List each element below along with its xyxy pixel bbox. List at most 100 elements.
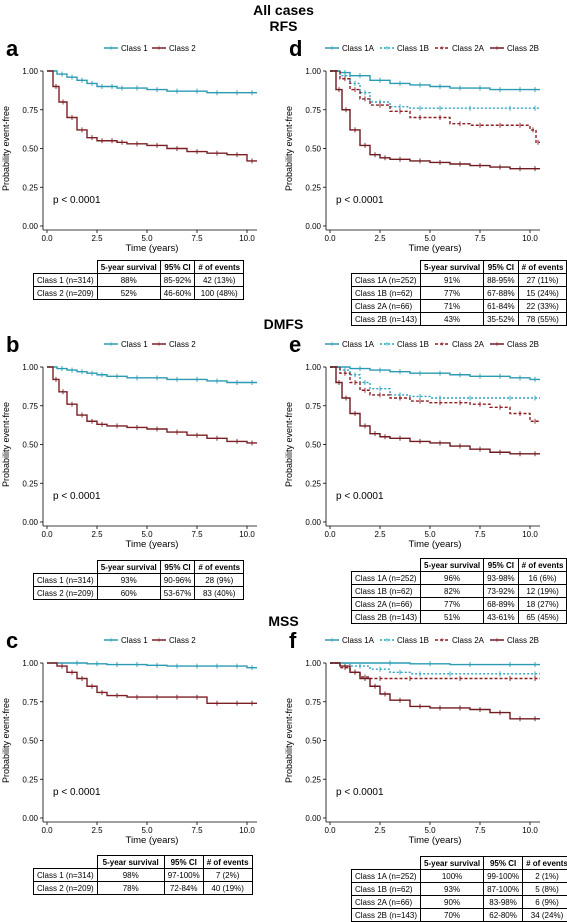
table-header: 5-year survival: [421, 261, 484, 274]
header-all-cases: All cases: [0, 2, 567, 18]
table-header: # of events: [523, 857, 567, 870]
legend-label: Class 1B: [397, 340, 429, 349]
table-header: 95% CI: [484, 261, 519, 274]
y-tick-label: 0.75: [305, 106, 321, 115]
table-cell: 78 (55%): [518, 313, 567, 326]
series-line-e-2: [330, 367, 540, 421]
y-tick-label: 0.75: [305, 698, 321, 707]
legend-label: Class 2B: [507, 636, 539, 645]
table-cell: Class 2A (n=66): [352, 598, 421, 611]
x-tick-label: 7.5: [191, 826, 203, 835]
series-line-f-3: [330, 663, 540, 719]
x-axis-label: Time (years): [409, 835, 462, 846]
y-tick-label: 0.75: [305, 402, 321, 411]
table-cell: 72-84%: [164, 882, 203, 895]
table-row: Class 1 (n=314)98%97-100%7 (2%): [34, 869, 253, 882]
table-row: Class 2B (n=143)70%62-80%34 (24%): [352, 909, 567, 922]
legend-item-d-2: + Class 2A: [435, 44, 485, 54]
y-tick-label: 1.00: [305, 67, 321, 76]
series-line-f-2: [330, 663, 540, 679]
table-cell: 68-89%: [484, 598, 519, 611]
svg-text:+: +: [330, 340, 335, 349]
table-cell: Class 1 (n=314): [34, 274, 98, 287]
table-cell: 5 (8%): [523, 883, 567, 896]
x-tick-label: 7.5: [191, 530, 203, 539]
legend-item-c-1: +Class 2: [152, 636, 196, 646]
table-cell: 87-100%: [484, 883, 523, 896]
table-cell: 62-80%: [484, 909, 523, 922]
legend-label: Class 1A: [342, 44, 375, 53]
x-axis-label: Time (years): [126, 539, 179, 550]
y-tick-label: 0.75: [22, 106, 38, 115]
table-cell: 35-52%: [484, 313, 519, 326]
table-cell: 16 (6%): [518, 572, 567, 585]
table-cell: Class 2B (n=143): [352, 313, 421, 326]
table-cell: Class 1B (n=62): [352, 883, 421, 896]
table-header: 95% CI: [164, 856, 203, 869]
svg-text:+: +: [495, 44, 500, 53]
svg-text:+: +: [495, 340, 500, 349]
table-cell: 73-92%: [484, 585, 519, 598]
table-header: # of events: [195, 261, 244, 274]
table-cell: 15 (24%): [518, 287, 567, 300]
y-tick-label: 0.25: [305, 183, 321, 192]
legend-item-b-1: +Class 2: [152, 340, 196, 350]
p-value-annotation: p < 0.0001: [53, 491, 101, 502]
table-header: [34, 856, 98, 869]
legend-item-e-3: +Class 2B: [490, 340, 539, 350]
p-value-annotation: p < 0.0001: [53, 787, 101, 798]
series-line-c-1: [47, 663, 257, 703]
table-cell: 93%: [97, 574, 160, 587]
series-line-d-3: [330, 71, 540, 169]
x-tick-label: 5.0: [141, 826, 153, 835]
p-value-annotation: p < 0.0001: [53, 195, 101, 206]
x-axis-label: Time (years): [409, 243, 462, 254]
y-tick-label: 1.00: [22, 659, 38, 668]
x-tick-label: 2.5: [91, 234, 103, 243]
table-header: 5-year survival: [421, 559, 484, 572]
x-tick-label: 10.0: [239, 530, 255, 539]
y-tick-label: 0.75: [22, 698, 38, 707]
legend-label: Class 2A: [452, 44, 485, 53]
table-row: Class 1B (n=62)82%73-92%12 (19%): [352, 585, 567, 598]
table-cell: 65 (45%): [518, 611, 567, 624]
table-cell: Class 1A (n=252): [352, 870, 421, 883]
legend-item-f-2: +Class 2A: [435, 636, 485, 646]
x-tick-label: 5.0: [141, 234, 153, 243]
table-header: [352, 559, 421, 572]
svg-text:+: +: [109, 340, 114, 349]
table-cell: Class 2 (n=209): [34, 587, 98, 600]
x-tick-label: 7.5: [191, 234, 203, 243]
series-line-f-0: [330, 663, 540, 665]
svg-text:+: +: [157, 340, 162, 349]
legend-label: Class 2: [169, 636, 196, 645]
y-tick-label: 0.50: [305, 737, 321, 746]
y-axis-label: Probability event-free: [1, 106, 11, 191]
y-axis-label: Probability event-free: [284, 106, 294, 191]
table-cell: Class 1B (n=62): [352, 585, 421, 598]
svg-text:+: +: [330, 44, 335, 53]
x-tick-label: 5.0: [424, 826, 436, 835]
legend-label: Class 2: [169, 44, 196, 53]
y-tick-label: 1.00: [305, 659, 321, 668]
svg-text:+: +: [440, 44, 445, 53]
table-header: [352, 857, 421, 870]
p-value-annotation: p < 0.0001: [336, 491, 384, 502]
legend-item-d-1: +Class 1B: [380, 44, 429, 54]
y-tick-label: 0.75: [22, 402, 38, 411]
series-line-d-2: [330, 71, 540, 142]
legend-label: Class 1: [121, 340, 148, 349]
table-header: 5-year survival: [421, 857, 484, 870]
legend-label: Class 2A: [452, 340, 485, 349]
svg-text:+: +: [109, 44, 114, 53]
table-row: Class 2A (n=66)71%61-84%22 (33%): [352, 300, 567, 313]
table-cell: 51%: [421, 611, 484, 624]
y-tick-label: 0.00: [305, 222, 321, 231]
legend-label: Class 1B: [397, 636, 429, 645]
y-tick-label: 1.00: [22, 67, 38, 76]
